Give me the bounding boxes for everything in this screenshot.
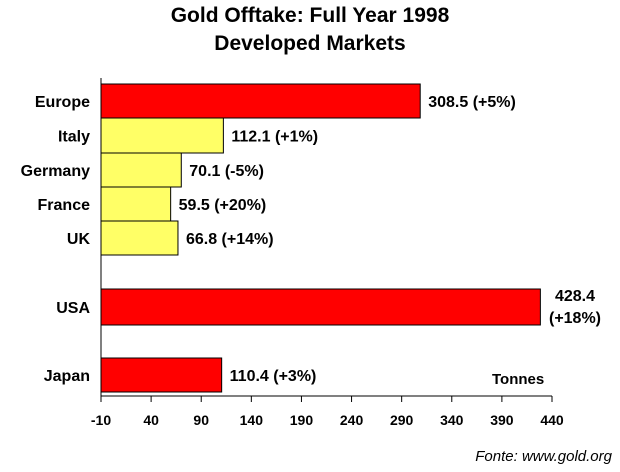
x-axis-ticks-group: -10 40 90 140 190 240 290 340 390 440 <box>91 396 564 428</box>
value-labels-group: 308.5 (+5%) 112.1 (+1%) 70.1 (-5%) 59.5 (+2… <box>179 94 601 385</box>
x-tick-label: 40 <box>143 412 159 428</box>
value-label-france: 59.5 (+20%) <box>179 197 267 214</box>
x-tick-label: 390 <box>490 412 514 428</box>
category-label-japan: Japan <box>44 368 90 385</box>
bar-italy <box>100 117 224 154</box>
chart-title-line-1: Gold Offtake: Full Year 1998 <box>171 4 450 27</box>
x-tick-label: 90 <box>193 412 209 428</box>
bar-germany <box>100 152 182 188</box>
x-tick-label: 340 <box>440 412 464 428</box>
bar-europe <box>100 83 421 119</box>
bars-group <box>100 83 541 393</box>
category-label-europe: Europe <box>35 94 90 111</box>
value-label-germany: 70.1 (-5%) <box>189 163 264 180</box>
source-label: Fonte: www.gold.org <box>475 448 612 465</box>
value-label-usa-line-1: 428.4 <box>555 288 595 305</box>
value-label-uk: 66.8 (+14%) <box>186 231 274 248</box>
units-label: Tonnes <box>492 371 544 388</box>
x-tick-label: -10 <box>91 412 111 428</box>
bar-uk <box>100 220 179 256</box>
x-tick-label: 440 <box>540 412 564 428</box>
value-label-usa-line-2: (+18%) <box>549 310 601 327</box>
x-tick-label: 290 <box>390 412 414 428</box>
value-label-italy: 112.1 (+1%) <box>231 129 318 146</box>
category-label-france: France <box>38 197 91 214</box>
value-label-japan: 110.4 (+3%) <box>230 368 317 385</box>
x-tick-label: 240 <box>340 412 364 428</box>
bar-france <box>100 186 172 222</box>
category-label-germany: Germany <box>21 163 90 180</box>
x-tick-label: 190 <box>290 412 314 428</box>
category-labels-group: Europe Italy Germany France UK USA Japan <box>21 94 91 385</box>
category-label-usa: USA <box>56 300 90 317</box>
bar-japan <box>100 357 223 393</box>
category-label-italy: Italy <box>58 129 90 146</box>
category-label-uk: UK <box>67 231 91 248</box>
value-label-europe: 308.5 (+5%) <box>428 94 516 111</box>
chart-title-line-2: Developed Markets <box>214 32 405 55</box>
x-tick-label: 140 <box>240 412 264 428</box>
bar-usa <box>100 288 541 326</box>
